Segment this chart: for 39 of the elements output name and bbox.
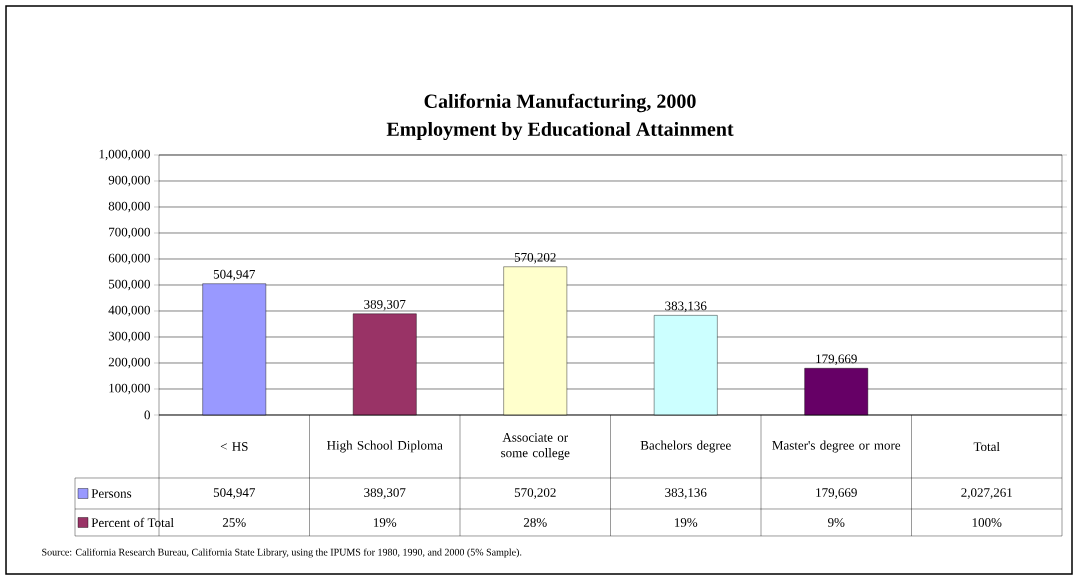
data-label: 383,136 xyxy=(665,488,707,499)
x-tick-label: Master's degree or more xyxy=(772,440,901,453)
chart-subtitle: Employment by Educational Attainment xyxy=(386,121,734,141)
data-label: 179,669 xyxy=(816,488,857,499)
text: 25% xyxy=(222,518,246,527)
x-tick-label: < HS xyxy=(220,442,248,451)
y-tick-label: 400,000 xyxy=(108,305,150,317)
text: 28% xyxy=(523,518,547,527)
y-tick-label: 100,000 xyxy=(109,383,150,395)
y-tick-label: 300,000 xyxy=(108,331,150,343)
legend-label: Percent of Total xyxy=(91,517,174,528)
y-tick-label: 500,000 xyxy=(108,279,150,291)
text: 504,947 xyxy=(213,269,256,281)
y-tick-label: 200,000 xyxy=(108,357,150,369)
y-tick-label: 900,000 xyxy=(108,175,150,187)
data-label: 389,307 xyxy=(364,488,406,499)
chart-title: California Manufacturing, 2000 xyxy=(424,93,696,113)
text: 2,027,261 xyxy=(961,488,1012,499)
text: 100% xyxy=(972,518,1002,527)
x-tick-label: High School Diploma xyxy=(327,440,443,453)
y-tick-label: 700,000 xyxy=(109,227,150,239)
text: 19% xyxy=(674,518,698,527)
source-note: Source: California Research Bureau, California State Library, using the IPUMS for 1980, 1990, and 2000 (5% Sample). xyxy=(42,548,522,558)
text: 179,669 xyxy=(816,354,857,366)
legend-label: Persons xyxy=(91,489,132,498)
text: 389,307 xyxy=(364,299,406,311)
y-tick-label: 800,000 xyxy=(108,201,150,213)
x-tick-label: Bachelors degree xyxy=(640,440,731,453)
y-tick-label: 0 xyxy=(144,410,150,420)
text: 383,136 xyxy=(665,301,707,313)
data-label: 570,202 xyxy=(514,488,556,499)
text: 570,202 xyxy=(514,252,556,264)
text: 19% xyxy=(373,518,397,527)
x-tick-label: Associate or some college xyxy=(501,433,570,460)
data-label: 504,947 xyxy=(213,488,256,499)
y-tick-label: 1,000,000 xyxy=(99,149,150,161)
x-tick-label: Total xyxy=(973,441,1000,452)
text: 9% xyxy=(828,518,845,527)
y-tick-label: 600,000 xyxy=(108,253,150,265)
